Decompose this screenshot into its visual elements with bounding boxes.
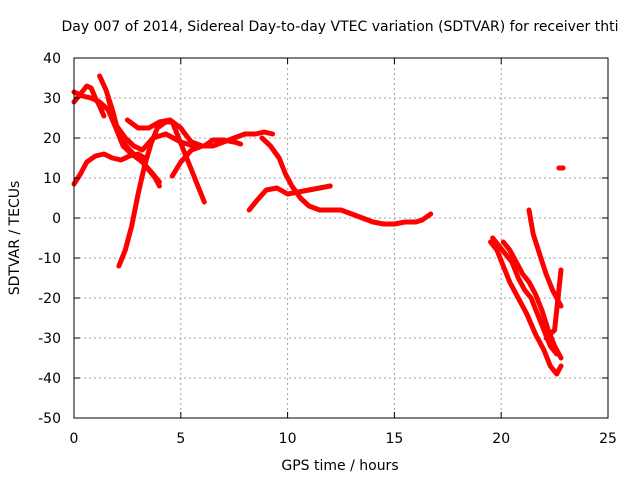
series-arc-5 bbox=[105, 95, 162, 189]
y-tick-label: 0 bbox=[52, 211, 61, 227]
series-arc-13 bbox=[500, 239, 564, 361]
series-arc-10 bbox=[259, 135, 434, 227]
y-tick-label: -40 bbox=[38, 371, 61, 387]
y-tick-label: -50 bbox=[38, 411, 61, 427]
y-tick-label: -30 bbox=[38, 331, 61, 347]
y-axis-label: SDTVAR / TECUs bbox=[7, 181, 23, 296]
y-tick-label: 20 bbox=[43, 131, 61, 147]
y-tick-label: 10 bbox=[43, 171, 61, 187]
x-tick-label: 5 bbox=[176, 431, 185, 447]
x-tick-label: 0 bbox=[70, 431, 79, 447]
y-tick-label: -10 bbox=[38, 251, 61, 267]
grid bbox=[74, 58, 608, 418]
series-arc-9 bbox=[246, 183, 333, 213]
series-arc-11 bbox=[488, 239, 564, 377]
ticks: 0 5 10 15 20 25 -50 -40 -30 -20 -10 0 10 20 30 40 bbox=[38, 51, 617, 447]
series-arc-7 bbox=[124, 117, 205, 149]
series-arc-6 bbox=[116, 119, 207, 269]
x-axis-label: GPS time / hours bbox=[281, 458, 398, 474]
y-tick-label: 40 bbox=[43, 51, 61, 67]
plot-frame bbox=[73, 57, 609, 419]
x-tick-label: 15 bbox=[385, 431, 403, 447]
chart-title: Day 007 of 2014, Sidereal Day-to-day VTE… bbox=[62, 19, 619, 35]
x-tick-label: 25 bbox=[599, 431, 617, 447]
x-tick-label: 10 bbox=[279, 431, 297, 447]
x-tick-label: 20 bbox=[492, 431, 510, 447]
y-tick-label: -20 bbox=[38, 291, 61, 307]
series-layer bbox=[71, 73, 566, 377]
series-arc-8 bbox=[169, 129, 276, 179]
y-tick-label: 30 bbox=[43, 91, 61, 107]
series-arc-15 bbox=[543, 267, 564, 341]
